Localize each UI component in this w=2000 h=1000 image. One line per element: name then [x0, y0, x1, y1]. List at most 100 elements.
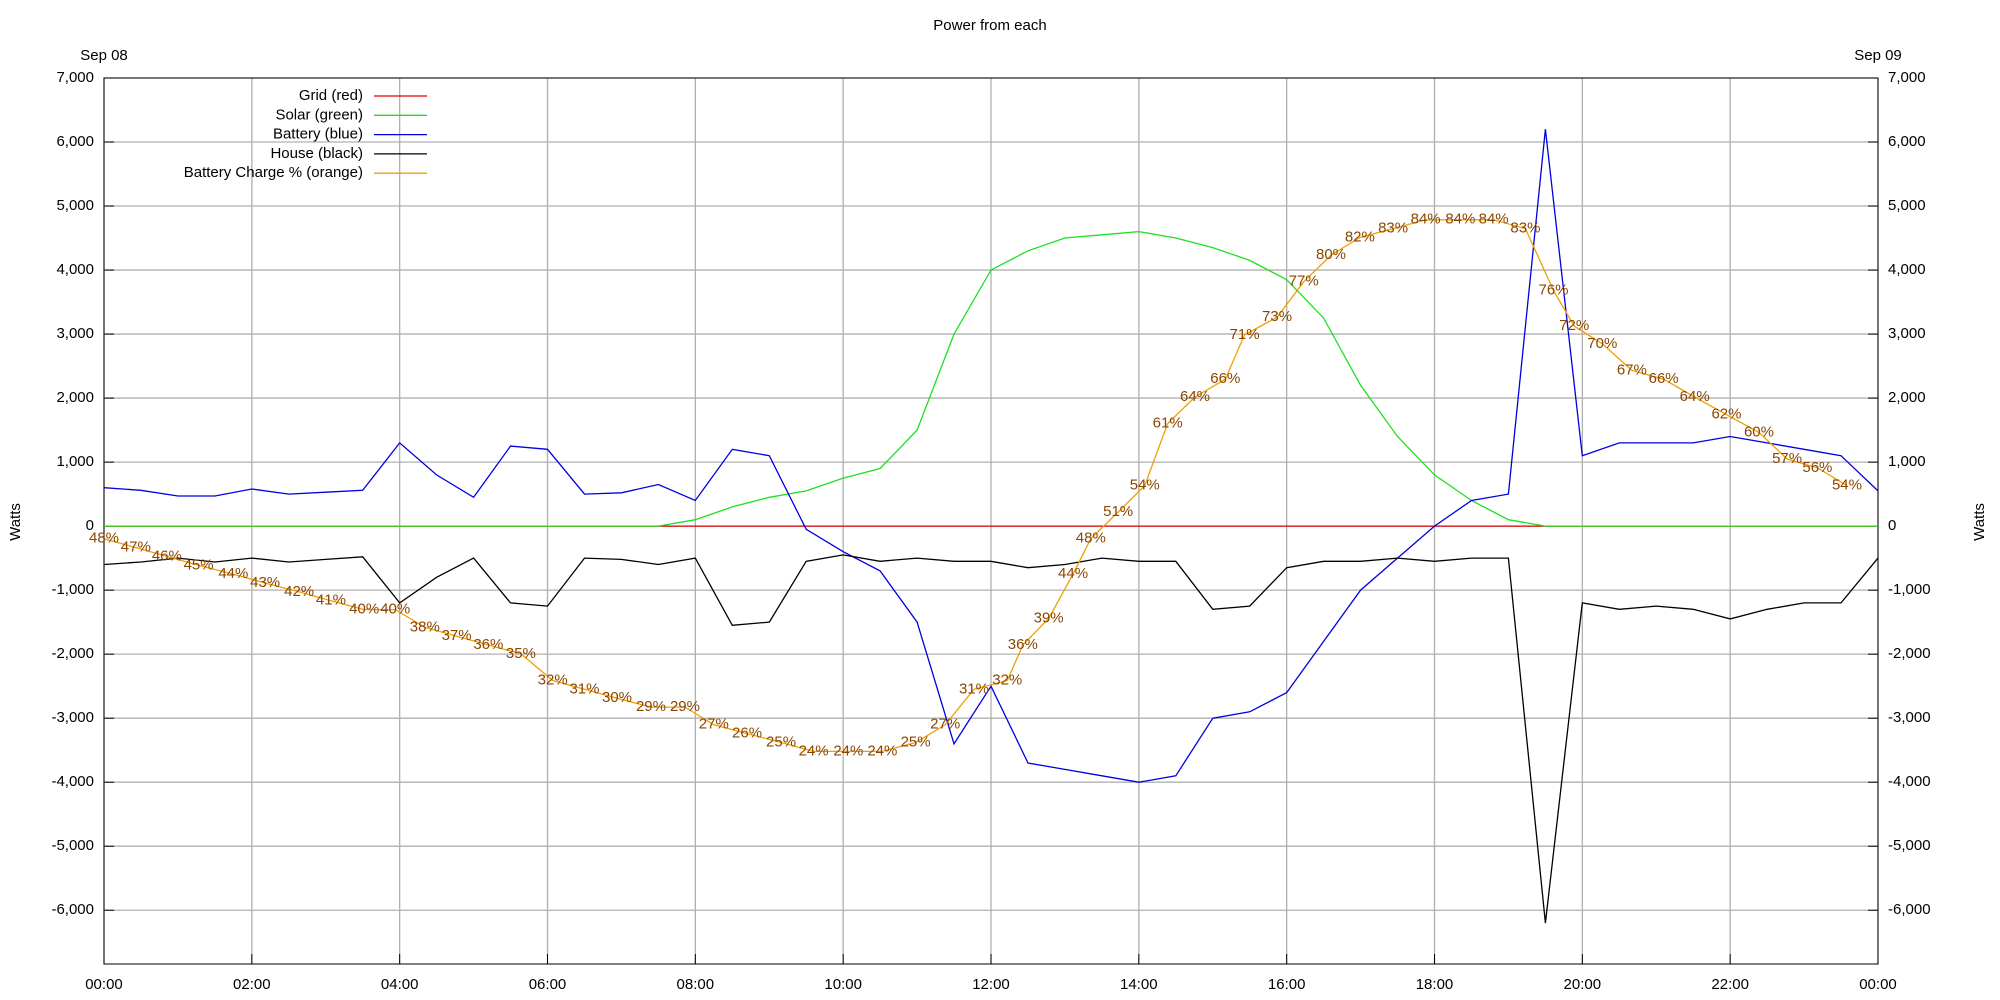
y-tick-label: 5,000 [56, 197, 94, 214]
data-label: 64% [1680, 388, 1710, 405]
data-label: 39% [1034, 609, 1064, 626]
data-label: 35% [506, 645, 536, 662]
data-label: 31% [569, 680, 599, 697]
x-tick-label: 06:00 [529, 976, 567, 993]
data-label: 64% [1180, 388, 1210, 405]
data-label: 60% [1744, 423, 1774, 440]
y-tick-label-right: -3,000 [1888, 709, 1931, 726]
y-tick-label-right: -1,000 [1888, 581, 1931, 598]
data-label: 62% [1711, 406, 1741, 423]
y-axis-label: Watts [7, 503, 24, 541]
legend-label: House (black) [270, 145, 363, 162]
data-label: 29% [670, 698, 700, 715]
legend-label: Battery (blue) [273, 126, 363, 143]
data-label: 24% [799, 742, 829, 759]
y-tick-label: 7,000 [56, 69, 94, 86]
x-tick-label: 12:00 [972, 976, 1010, 993]
series-line [103, 554, 1879, 924]
data-label: 67% [1617, 361, 1647, 378]
data-label: 83% [1510, 220, 1540, 237]
chart-title: Power from each [933, 17, 1046, 34]
y-tick-label-right: -4,000 [1888, 773, 1931, 790]
data-label: 24% [833, 742, 863, 759]
data-label: 71% [1230, 326, 1260, 343]
data-label: 26% [732, 725, 762, 742]
y-tick-label: 0 [86, 517, 94, 534]
y-tick-label-right: 0 [1888, 517, 1896, 534]
data-label: 24% [867, 742, 897, 759]
data-label: 31% [959, 680, 989, 697]
data-label: 42% [284, 583, 314, 600]
y-tick-label: -2,000 [51, 645, 94, 662]
legend-label: Battery Charge % (orange) [184, 164, 363, 181]
data-label: 72% [1559, 317, 1589, 334]
data-label: 73% [1262, 308, 1292, 325]
data-label: 80% [1316, 246, 1346, 263]
data-label: 40% [380, 601, 410, 618]
x-tick-label: 20:00 [1564, 976, 1602, 993]
data-label: 48% [89, 530, 119, 547]
series-line [103, 219, 1848, 753]
y-tick-label: 6,000 [56, 133, 94, 150]
series-line [103, 129, 1879, 783]
data-label: 46% [152, 547, 182, 564]
y-tick-label-right: 5,000 [1888, 197, 1926, 214]
y-tick-label-right: 1,000 [1888, 453, 1926, 470]
data-label: 56% [1802, 459, 1832, 476]
start-date: Sep 08 [80, 47, 128, 64]
x-tick-label: 00:00 [1859, 976, 1897, 993]
y-tick-label-right: 7,000 [1888, 69, 1926, 86]
data-label: 48% [1076, 530, 1106, 547]
y-tick-label: -5,000 [51, 837, 94, 854]
x-tick-label: 00:00 [85, 976, 123, 993]
x-tick-label: 02:00 [233, 976, 271, 993]
data-label: 57% [1772, 450, 1802, 467]
data-label: 77% [1289, 273, 1319, 290]
data-label: 51% [1103, 503, 1133, 520]
y-tick-label: 2,000 [56, 389, 94, 406]
data-label: 84% [1479, 211, 1509, 228]
data-label: 76% [1538, 282, 1568, 299]
y-tick-label: 4,000 [56, 261, 94, 278]
x-tick-label: 16:00 [1268, 976, 1306, 993]
data-label: 70% [1587, 335, 1617, 352]
data-label: 25% [766, 733, 796, 750]
data-label: 30% [602, 689, 632, 706]
y-tick-label-right: 6,000 [1888, 133, 1926, 150]
data-label: 44% [218, 565, 248, 582]
y-tick-label-right: -6,000 [1888, 901, 1931, 918]
data-label: 41% [316, 592, 346, 609]
y-tick-label: 3,000 [56, 325, 94, 342]
data-label: 44% [1058, 565, 1088, 582]
data-label: 66% [1649, 370, 1679, 387]
y-tick-label-right: -5,000 [1888, 837, 1931, 854]
legend-label: Grid (red) [299, 87, 363, 104]
data-label: 47% [121, 539, 151, 556]
y-tick-label-right: 4,000 [1888, 261, 1926, 278]
data-label: 45% [184, 556, 214, 573]
legend-label: Solar (green) [275, 106, 363, 123]
y-tick-label: -1,000 [51, 581, 94, 598]
y-tick-label: 1,000 [56, 453, 94, 470]
data-label: 38% [410, 618, 440, 635]
data-label: 84% [1445, 211, 1475, 228]
data-label: 66% [1210, 370, 1240, 387]
end-date: Sep 09 [1854, 47, 1902, 64]
y-tick-label: -4,000 [51, 773, 94, 790]
data-label: 37% [442, 627, 472, 644]
y-tick-label-right: 3,000 [1888, 325, 1926, 342]
data-label: 54% [1130, 477, 1160, 494]
data-label: 61% [1153, 415, 1183, 432]
x-tick-label: 10:00 [824, 976, 862, 993]
x-tick-label: 18:00 [1416, 976, 1454, 993]
data-label: 83% [1378, 220, 1408, 237]
data-label: 82% [1345, 228, 1375, 245]
data-label: 84% [1411, 211, 1441, 228]
x-tick-label: 22:00 [1711, 976, 1749, 993]
data-label: 36% [473, 636, 503, 653]
data-label: 27% [930, 716, 960, 733]
y-tick-label-right: 2,000 [1888, 389, 1926, 406]
data-label: 32% [992, 671, 1022, 688]
